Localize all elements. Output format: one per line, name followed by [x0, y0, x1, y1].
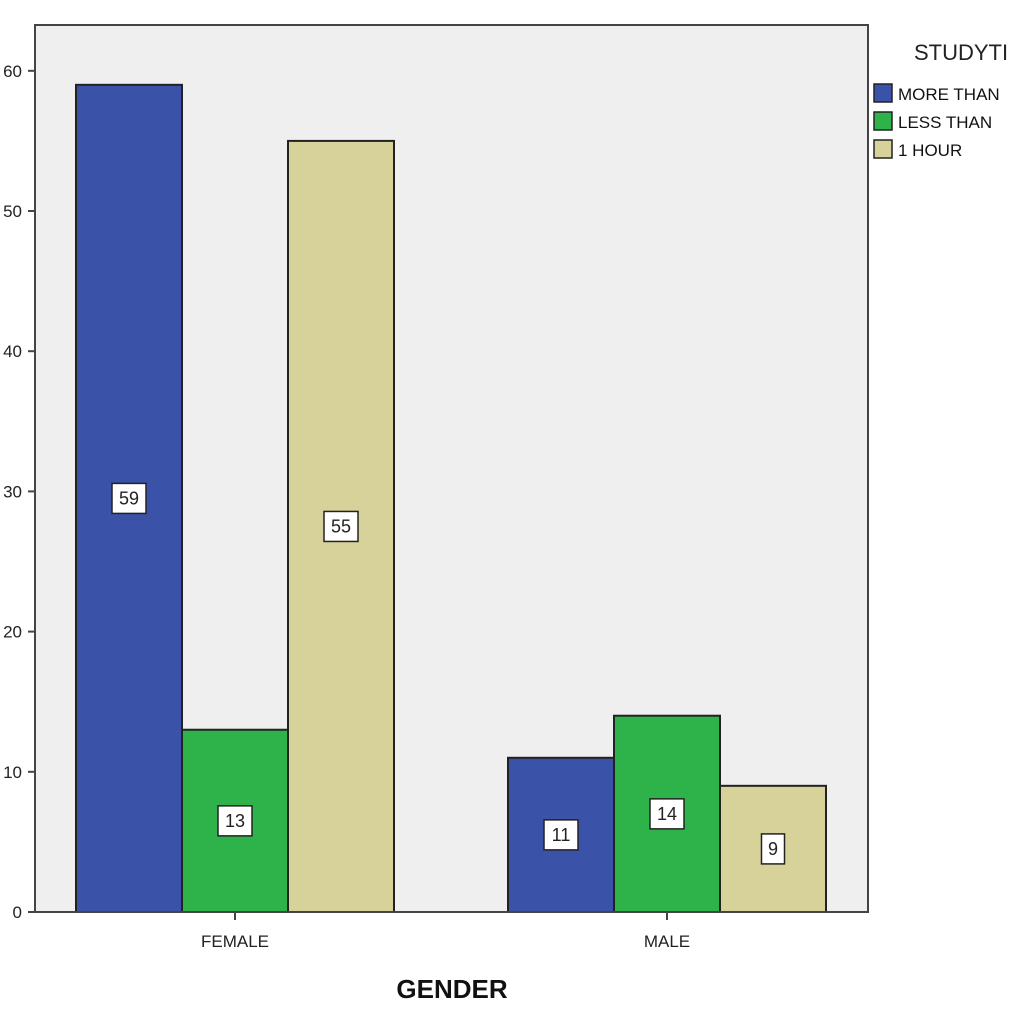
data-label-box	[217, 805, 253, 837]
legend-swatch	[873, 111, 893, 131]
data-label: 11	[552, 825, 571, 845]
data-label: 14	[657, 804, 677, 824]
data-label-box	[649, 798, 685, 830]
data-label: 59	[119, 488, 139, 508]
x-ticks-group: FEMALE MALE	[201, 912, 690, 951]
x-tick-label: FEMALE	[201, 932, 269, 951]
legend-swatch	[873, 83, 893, 103]
data-label-box	[543, 819, 579, 851]
legend-item-label: 1 HOUR	[898, 141, 962, 160]
data-label: 55	[331, 516, 351, 536]
data-label-box	[111, 482, 147, 515]
data-label-box	[760, 833, 786, 865]
data-labels-group: 59 11 13 14 55 9	[111, 482, 786, 865]
y-tick-label: 60	[3, 62, 22, 81]
x-axis-title: GENDER	[396, 974, 507, 1004]
y-tick-label: 0	[13, 903, 22, 922]
data-label: 13	[225, 811, 245, 831]
y-tick-label: 40	[3, 342, 22, 361]
y-tick-label: 20	[3, 623, 22, 642]
x-tick-label: MALE	[644, 932, 690, 951]
data-label-box	[323, 510, 359, 543]
data-label: 9	[768, 839, 778, 859]
y-ticks-group: 0 10 20 30 40 50 60	[3, 62, 35, 922]
legend-title: STUDYTI	[914, 40, 1008, 65]
legend: STUDYTI MORE THAN LESS THAN 1 HOUR	[873, 40, 1008, 160]
y-tick-label: 50	[3, 202, 22, 221]
y-tick-label: 30	[3, 482, 22, 501]
legend-item-label: LESS THAN	[898, 113, 992, 132]
bars-group	[75, 83, 827, 914]
y-tick-label: 10	[3, 763, 22, 782]
legend-swatch	[873, 139, 893, 159]
legend-item-label: MORE THAN	[898, 85, 1000, 104]
